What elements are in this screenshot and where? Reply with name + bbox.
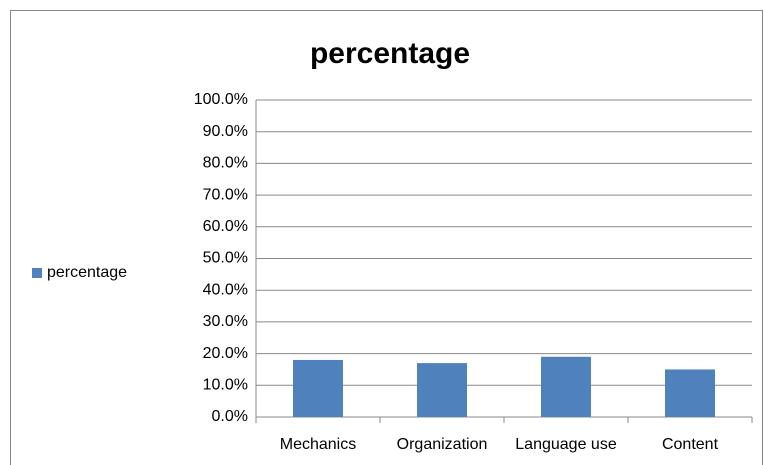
x-tick-label: Mechanics bbox=[280, 436, 356, 453]
y-tick-label: 0.0% bbox=[212, 408, 248, 425]
y-tick-label: 80.0% bbox=[203, 155, 248, 172]
y-tick-label: 50.0% bbox=[203, 250, 248, 267]
x-tick-label: Content bbox=[662, 436, 719, 453]
bar bbox=[293, 359, 343, 417]
x-tick-label: Organization bbox=[397, 436, 488, 453]
y-tick-label: 90.0% bbox=[203, 123, 248, 140]
y-tick-label: 10.0% bbox=[203, 377, 248, 394]
chart-title: percentage bbox=[310, 37, 470, 70]
y-tick-label: 40.0% bbox=[203, 281, 248, 298]
y-tick-label: 20.0% bbox=[203, 345, 248, 362]
bar bbox=[417, 363, 467, 417]
y-tick-label: 30.0% bbox=[203, 313, 248, 330]
bar bbox=[541, 356, 591, 417]
y-tick-label: 60.0% bbox=[203, 218, 248, 235]
x-tick-label: Language use bbox=[515, 436, 617, 453]
chart-frame bbox=[10, 10, 763, 465]
y-tick-label: 70.0% bbox=[203, 186, 248, 203]
legend-swatch bbox=[32, 268, 42, 278]
y-tick-label: 100.0% bbox=[194, 91, 248, 108]
bar bbox=[665, 369, 715, 417]
legend-label: percentage bbox=[47, 264, 127, 281]
